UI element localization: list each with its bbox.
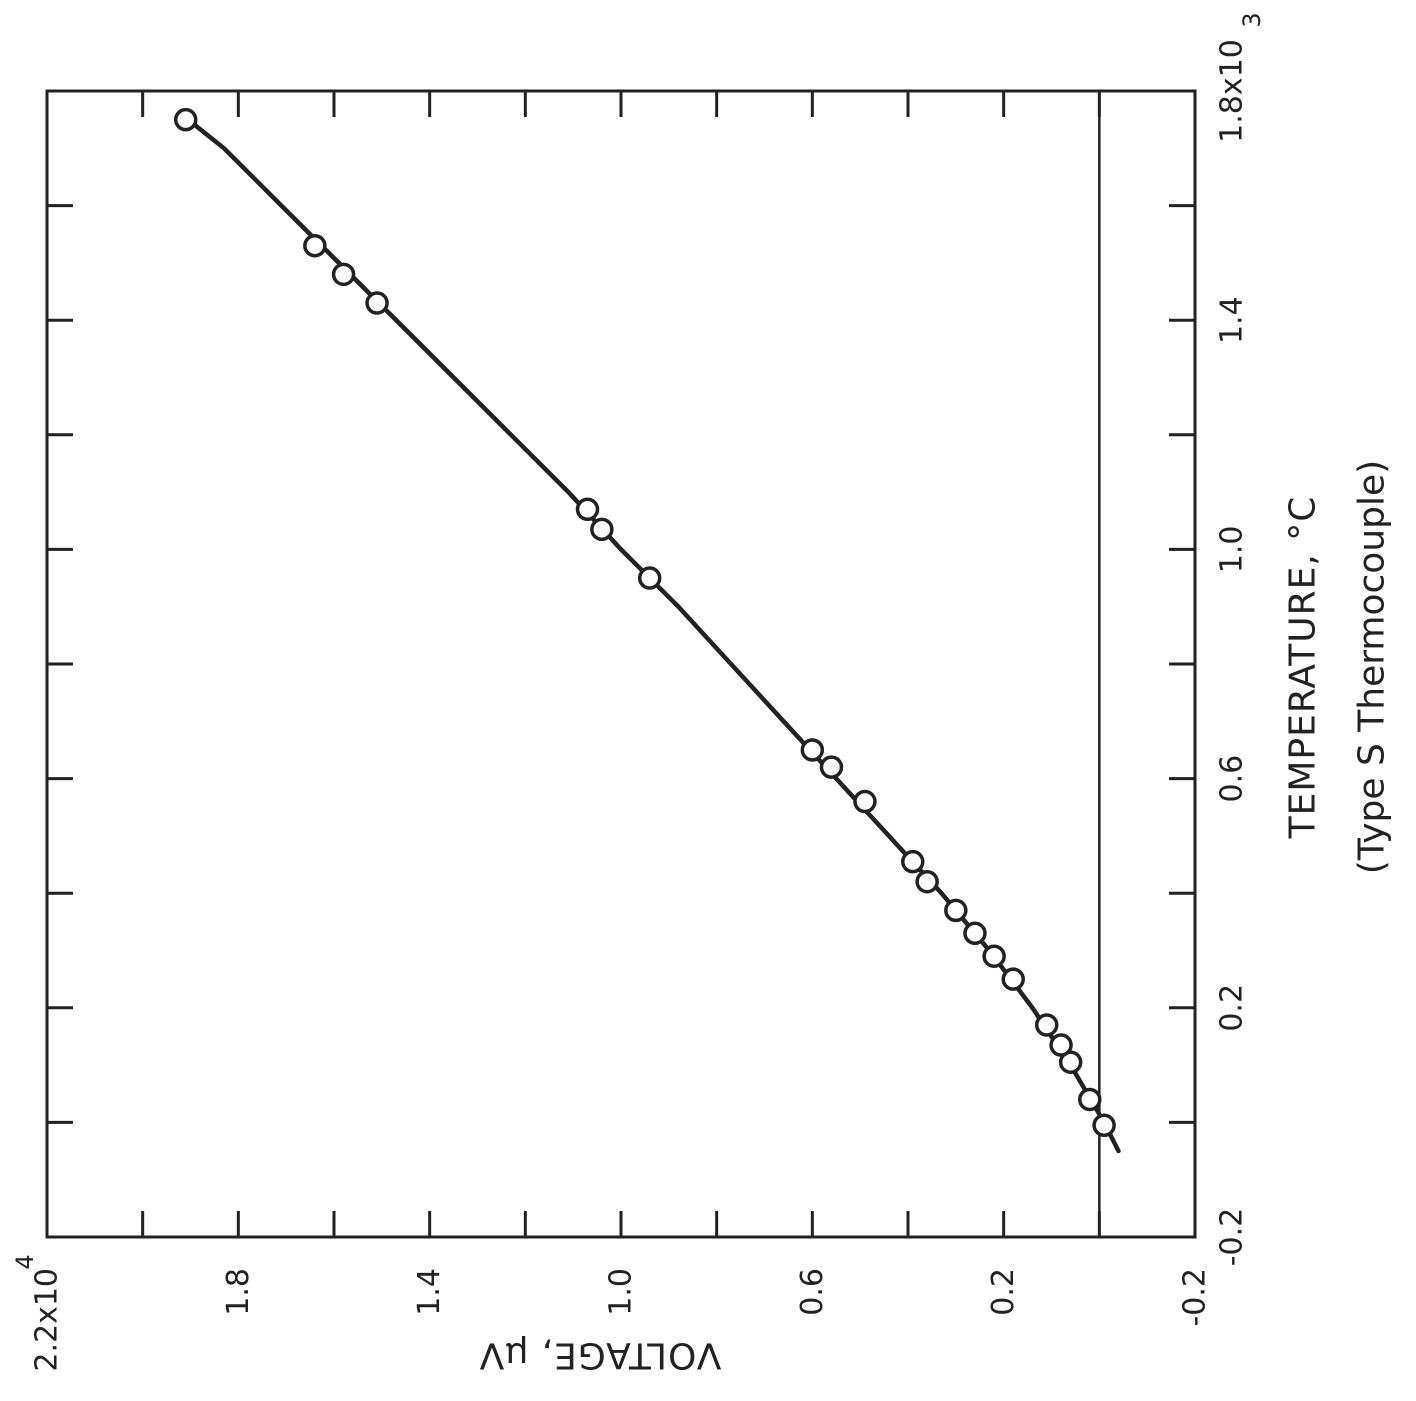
- data-point-10: [901, 849, 925, 874]
- data-point-5: [1001, 967, 1025, 991]
- data-point-18: [331, 262, 356, 287]
- temperature-tick-label-1: 0.2: [1215, 984, 1250, 1032]
- data-point-0: [1092, 1113, 1116, 1138]
- data-point-13: [800, 738, 825, 762]
- voltage-tick-label-2: 0.6: [795, 1268, 830, 1316]
- temperature-tick-label-5: 1.8x10: [1215, 39, 1250, 143]
- data-point-17: [365, 291, 389, 315]
- data-point-14: [637, 566, 662, 590]
- temperature-tick-label-0: -0.2: [1215, 1208, 1250, 1267]
- y-axis-exponent: 4: [11, 1254, 39, 1269]
- plot-frame: [45, 89, 1197, 1239]
- data-point-2: [1058, 1050, 1083, 1074]
- data-point-6: [982, 944, 1006, 968]
- voltage-tick-label-0: -0.2: [1178, 1268, 1213, 1327]
- fit-curve: [178, 111, 1121, 1154]
- voltage-tick-label-5: 1.8: [221, 1268, 256, 1316]
- voltage-tick-label-3: 1.0: [604, 1268, 639, 1316]
- data-point-3: [1049, 1033, 1073, 1057]
- x-axis-subtitle: (Type S Thermocouple): [1352, 460, 1393, 874]
- data-point-15: [590, 517, 614, 542]
- tick-labels: -0.2 0.2 0.6 1.0 1.4 1.8x10 -0.2 0.2 0.6 1.0 1.4 1.…: [30, 39, 1250, 1371]
- data-point-9: [915, 869, 939, 894]
- temperature-tick-label-2: 0.6: [1215, 755, 1250, 803]
- data-point-8: [944, 898, 968, 923]
- x-axis-exponent: 3: [1238, 12, 1266, 27]
- voltage-tick-label-4: 1.4: [412, 1268, 447, 1316]
- voltage-tick-label-6: 2.2x10: [30, 1268, 65, 1372]
- data-point-19: [303, 233, 327, 258]
- data-point-11: [853, 789, 877, 814]
- data-point-1: [1078, 1087, 1102, 1112]
- tick-marks: [47, 91, 1195, 1237]
- temperature-tick-label-4: 1.4: [1215, 296, 1250, 344]
- data-points: [173, 107, 1116, 1138]
- x-axis-title: TEMPERATURE, °C: [1283, 496, 1324, 840]
- y-axis-title: VOLTAGE, μV: [479, 1335, 722, 1376]
- data-point-7: [963, 921, 987, 946]
- voltage-tick-label-1: 0.2: [986, 1268, 1021, 1316]
- data-point-16: [575, 497, 600, 522]
- data-point-4: [1034, 1013, 1059, 1037]
- data-point-12: [819, 755, 844, 779]
- data-point-20: [173, 107, 198, 132]
- temperature-tick-label-3: 1.0: [1215, 526, 1250, 574]
